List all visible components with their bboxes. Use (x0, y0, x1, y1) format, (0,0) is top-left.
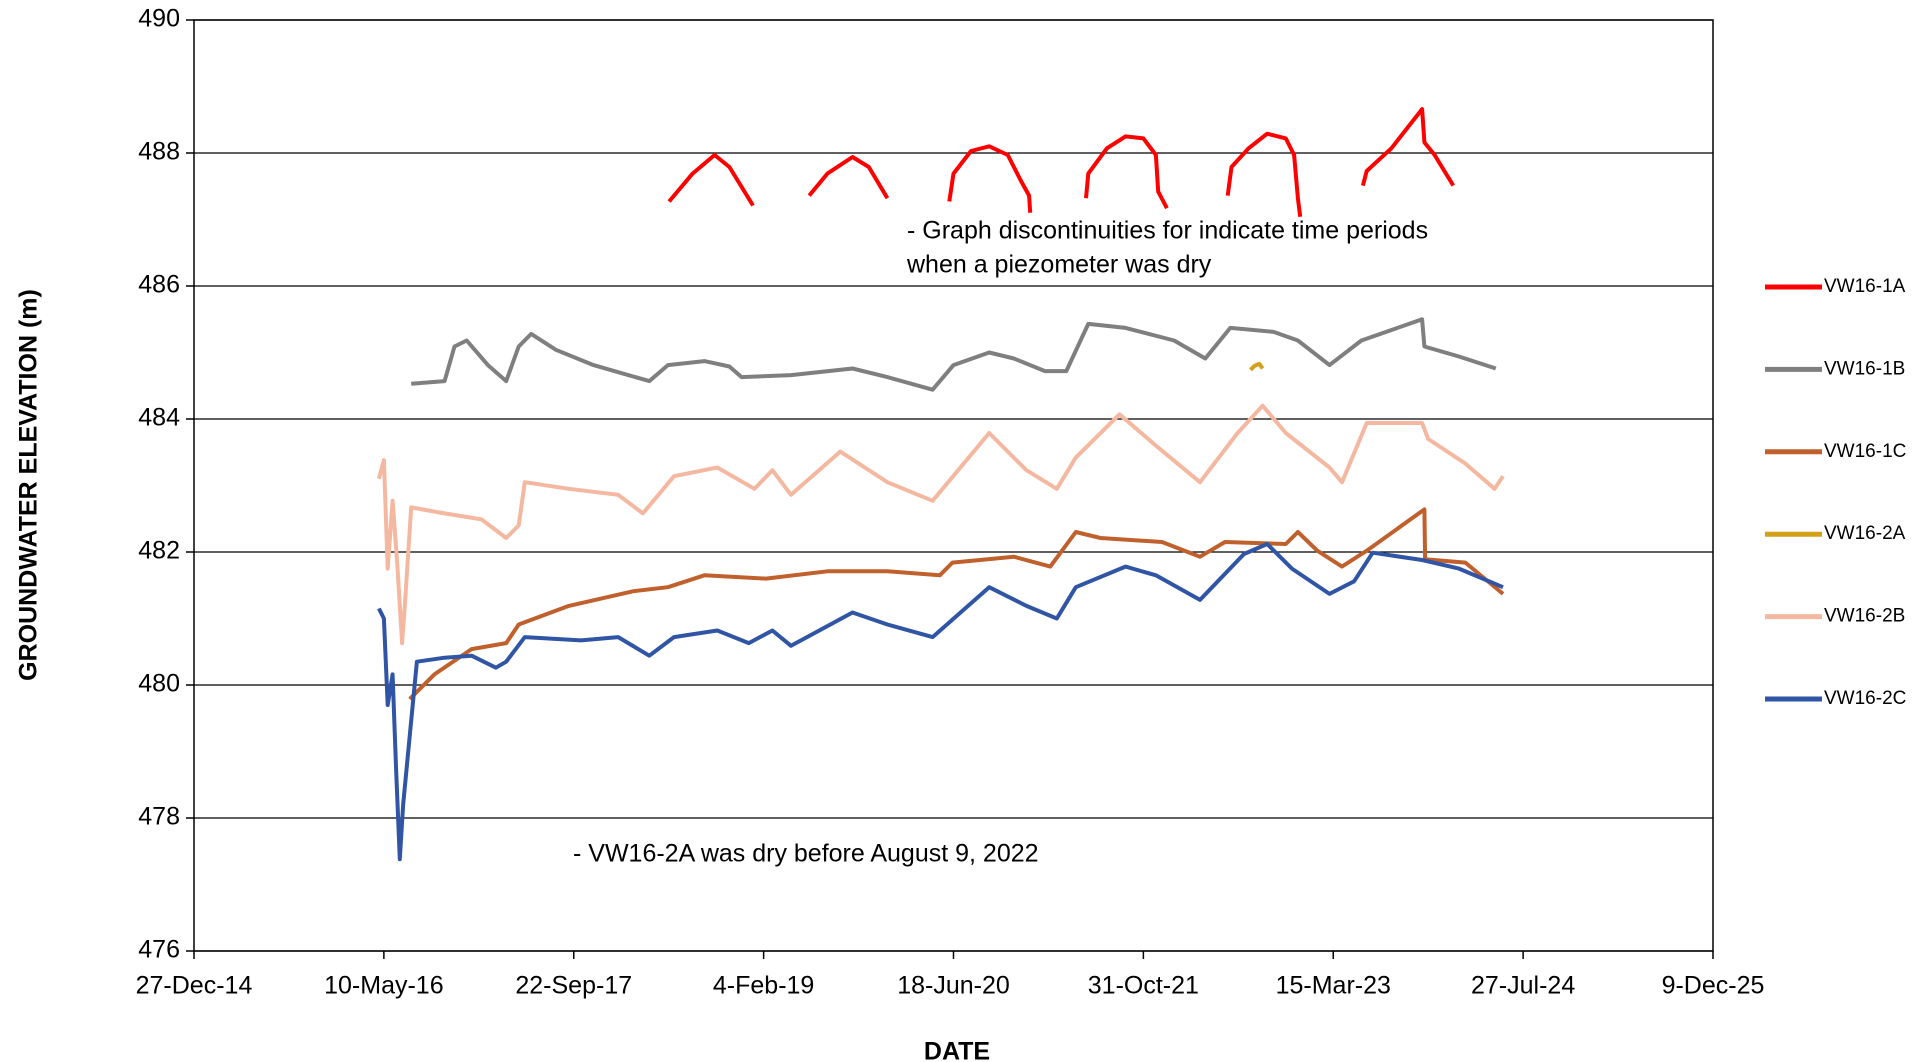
legend-label: VW16-2C (1824, 688, 1906, 709)
y-tick-label: 484 (138, 404, 180, 432)
y-tick-label: 482 (138, 537, 180, 565)
legend-label: VW16-2B (1824, 606, 1905, 627)
series-line (377, 542, 1504, 862)
legend-label: VW16-1B (1824, 358, 1905, 379)
y-tick-label: 476 (138, 936, 180, 964)
series-line (376, 403, 1505, 646)
y-tick-label: 480 (138, 670, 180, 698)
legend-label: VW16-1C (1824, 441, 1906, 462)
y-tick-label: 490 (138, 5, 180, 33)
legend-label: VW16-2A (1824, 523, 1906, 544)
y-tick-label: 478 (138, 803, 180, 831)
y-axis-label: GROUNDWATER ELEVATION (m) (15, 289, 43, 681)
x-tick-label: 18-Jun-20 (897, 972, 1010, 1000)
annotation: - VW16-2A was dry before August 9, 2022 (573, 840, 1039, 868)
x-tick-label: 27-Dec-14 (136, 972, 253, 1000)
legend-label: VW16-1A (1824, 276, 1906, 297)
x-tick-label: 27-Jul-24 (1471, 972, 1575, 1000)
plot-frame (193, 19, 1714, 952)
series-line (1249, 361, 1265, 372)
series-line (411, 317, 1497, 392)
y-tick-label: 488 (138, 138, 180, 166)
annotation: - Graph discontinuities for indicate tim… (907, 217, 1428, 245)
x-tick-label: 4-Feb-19 (713, 972, 814, 1000)
series-line (667, 107, 1456, 218)
y-tick-label: 486 (138, 271, 180, 299)
annotation: when a piezometer was dry (906, 251, 1212, 279)
series-line (408, 507, 1505, 701)
x-tick-label: 31-Oct-21 (1088, 972, 1199, 1000)
x-tick-label: 22-Sep-17 (515, 972, 632, 1000)
x-tick-label: 15-Mar-23 (1276, 972, 1391, 1000)
x-tick-label: 9-Dec-25 (1662, 972, 1765, 1000)
x-tick-label: 10-May-16 (324, 972, 444, 1000)
x-axis-label: DATE (924, 1038, 990, 1062)
